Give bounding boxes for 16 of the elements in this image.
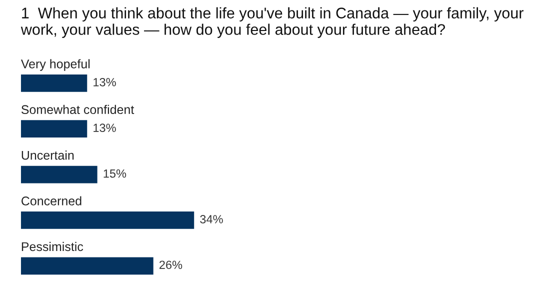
bar bbox=[20, 74, 88, 92]
data-label: 26% bbox=[160, 260, 182, 270]
bar bbox=[20, 120, 88, 138]
data-label: 13% bbox=[94, 78, 116, 86]
text: 1 When you think about the life you've built in Canada — your family, your work, your values — how do you feel about your future ahead? bbox=[20, 7, 524, 38]
data-label: 34% bbox=[200, 215, 223, 224]
y-tick-label: Uncertain bbox=[22, 150, 74, 160]
y-tick-label: Very hopeful bbox=[20, 59, 90, 71]
y-tick-label: Somewhat confident bbox=[21, 104, 134, 114]
data-label: 15% bbox=[104, 169, 126, 178]
bar bbox=[20, 166, 98, 184]
bar bbox=[20, 257, 154, 275]
data-label: 13% bbox=[94, 124, 116, 132]
bar bbox=[20, 212, 194, 229]
y-tick-label: Concerned bbox=[22, 196, 82, 206]
y-tick-label: Pessimistic bbox=[22, 242, 84, 252]
